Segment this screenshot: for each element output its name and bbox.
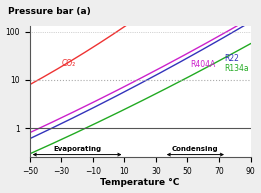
Text: R22: R22 — [224, 54, 239, 63]
X-axis label: Temperature °C: Temperature °C — [100, 179, 180, 187]
Text: CO₂: CO₂ — [61, 59, 76, 68]
Text: Pressure bar (a): Pressure bar (a) — [8, 7, 91, 16]
Text: Condensing: Condensing — [172, 146, 219, 152]
Text: R404A: R404A — [191, 60, 216, 69]
Text: Evaporating: Evaporating — [53, 146, 101, 152]
Text: R134a: R134a — [224, 64, 248, 73]
